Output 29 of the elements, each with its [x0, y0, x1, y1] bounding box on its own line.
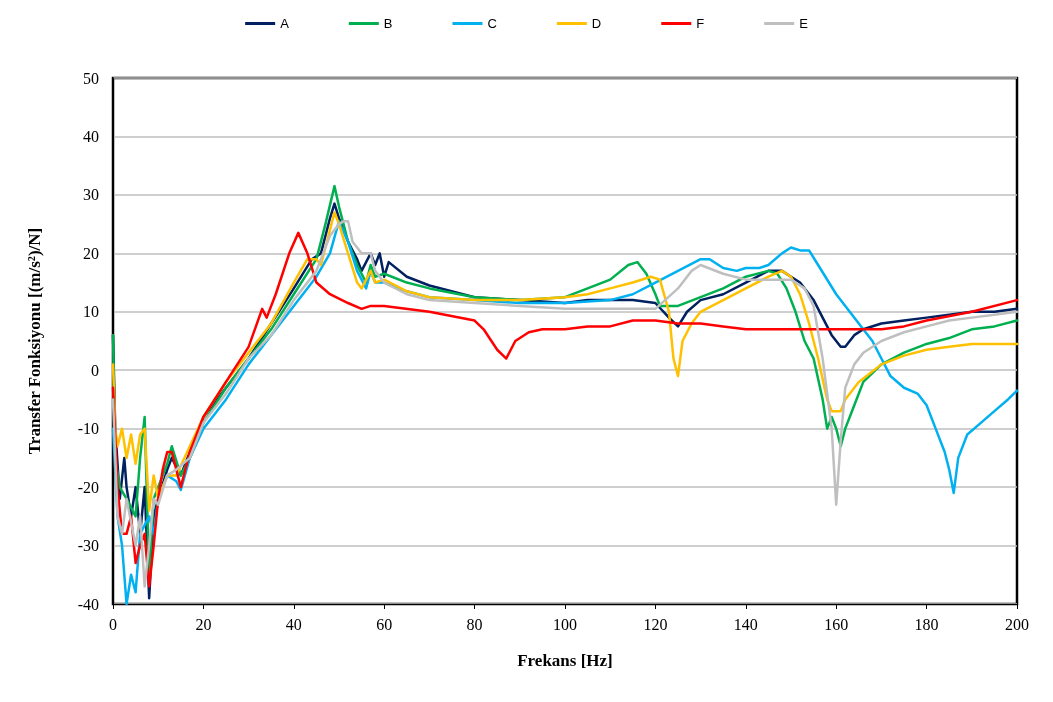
y-tick-label: -20	[77, 478, 99, 496]
y-tick-label: -30	[77, 537, 99, 555]
legend-label: A	[280, 16, 290, 31]
y-tick-label: 40	[83, 127, 99, 145]
x-tick-label: 120	[643, 615, 668, 633]
x-axis-title: Frekans [Hz]	[517, 651, 613, 670]
x-tick-label: 180	[914, 615, 939, 633]
y-tick-label: 10	[83, 303, 99, 321]
legend-label: E	[799, 16, 809, 31]
legend-label: D	[591, 16, 602, 31]
y-axis-title: Transfer Fonksiyonu [(m/s²)/N]	[25, 227, 44, 455]
x-tick-label: 140	[733, 615, 758, 633]
y-tick-label: -40	[77, 595, 99, 613]
y-tick-label: 50	[83, 69, 99, 87]
x-tick-label: 0	[109, 615, 117, 633]
x-tick-label: 200	[1005, 615, 1029, 633]
legend-label: B	[383, 16, 393, 31]
y-tick-label: -10	[77, 420, 99, 438]
y-tick-label: 0	[91, 361, 99, 379]
x-tick-label: 20	[195, 615, 212, 633]
x-tick-label: 160	[824, 615, 849, 633]
y-tick-label: 20	[83, 244, 99, 262]
x-tick-label: 80	[466, 615, 483, 633]
legend-label: C	[487, 16, 497, 31]
legend-label: F	[696, 16, 705, 31]
x-tick-label: 40	[285, 615, 302, 633]
x-tick-label: 60	[376, 615, 393, 633]
y-tick-label: 30	[83, 186, 99, 204]
x-tick-label: 100	[553, 615, 577, 633]
